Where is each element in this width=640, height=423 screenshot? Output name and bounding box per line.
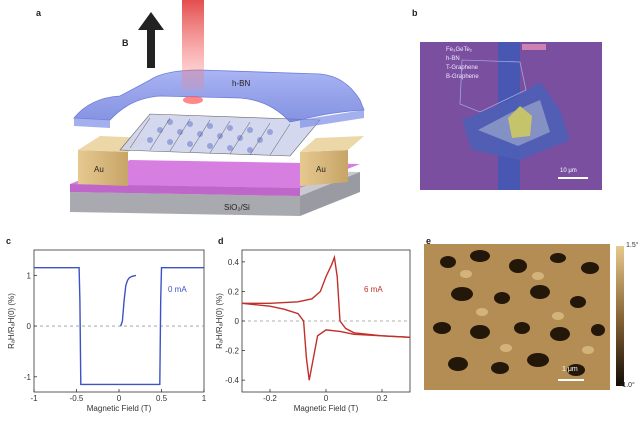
y-tick-label: 0.4 (228, 258, 240, 267)
y-axis-label: RₐH/RₐH(0) (%) (7, 293, 16, 349)
series-line-0 (34, 267, 204, 386)
legend-entry: Fe₃GeTe₂ (446, 47, 473, 53)
panel-label-b: b (412, 8, 418, 18)
y-tick-label: -0.4 (225, 376, 239, 385)
y-tick-label: 0 (27, 322, 32, 331)
series-line-0 (242, 254, 411, 338)
current-annotation: 0 mA (168, 285, 187, 294)
x-tick-label: -1 (30, 394, 38, 403)
panel-a: a (0, 0, 420, 228)
chart-c: -1 -0.5 0 0.5 1 -1 0 1 Magnetic Field (T) RₐH/RₐH… (7, 249, 207, 413)
series-line-1 (241, 302, 411, 381)
y-tick-label: 0 (235, 317, 240, 326)
x-axis-label: Magnetic Field (T) (294, 404, 359, 413)
plot-frame (33, 249, 205, 393)
x-tick-label: 0 (117, 394, 122, 403)
panel-label-c: c (6, 236, 12, 246)
y-axis-label: RₐH/RₐH(0) (%) (215, 293, 224, 349)
substrate-sio2 (70, 160, 360, 188)
panel-d: d -0.2 0 0.2 -0.4 -0.2 0 0.2 0.4 Magnetic Field … (212, 232, 417, 418)
electrode-right (300, 150, 348, 186)
panel-label-a: a (36, 8, 42, 18)
y-tick-label: 1 (27, 271, 32, 280)
x-axis-label: Magnetic Field (T) (87, 404, 152, 413)
panel-label-e: e (426, 236, 432, 246)
field-arrow-icon (138, 12, 164, 68)
panel-e: e 1 μm 1.5° -1.0° (418, 232, 640, 418)
hbn-cap (73, 69, 365, 123)
colorbar-max: 1.5° (626, 242, 639, 249)
current-annotation: 6 mA (364, 285, 383, 294)
laser-beam (182, 0, 204, 90)
lattice-flake (119, 113, 321, 157)
legend-entry: B-Graphene (446, 74, 479, 80)
device-schematic: B h-BN Au Au SiO₂/Si (70, 0, 365, 216)
field-label: B (122, 38, 129, 48)
colorbar (616, 246, 624, 386)
legend-entry: T-Graphene (446, 65, 479, 71)
x-tick-label: -0.2 (263, 394, 277, 403)
micrograph (420, 42, 602, 190)
x-tick-label: -0.5 (70, 394, 84, 403)
electrode-right-label: Au (316, 165, 326, 174)
panel-b: b Fe₃GeTe₂ h-BN T-Graphene B-Graphene 10… (400, 0, 640, 228)
x-tick-label: 0.2 (376, 394, 388, 403)
x-tick-label: 0.5 (156, 394, 168, 403)
legend-entry: h-BN (446, 56, 460, 62)
panel-label-d: d (218, 236, 224, 246)
x-tick-label: 1 (202, 394, 207, 403)
mfm-scalebar-label: 1 μm (562, 366, 578, 373)
y-tick-label: -0.2 (225, 347, 239, 356)
panel-c: c -1 -0.5 0 0.5 1 -1 0 1 Magnetic Field (T) RₐH/R… (0, 232, 215, 418)
micrograph-legend: Fe₃GeTe₂ h-BN T-Graphene B-Graphene (446, 46, 479, 82)
y-tick-label: 0.2 (228, 287, 240, 296)
electrode-left (78, 150, 128, 186)
y-tick-label: -1 (24, 373, 32, 382)
electrode-left-label: Au (94, 165, 104, 174)
chart-d: -0.2 0 0.2 -0.4 -0.2 0 0.2 0.4 Magnetic Field (T… (215, 249, 411, 413)
mfm-image (424, 244, 624, 390)
hbn-label: h-BN (232, 79, 250, 88)
x-tick-label: 0 (324, 394, 329, 403)
series-line-1 (120, 274, 137, 327)
micrograph-scalebar-label: 10 μm (560, 168, 577, 174)
colorbar-min: -1.0° (620, 382, 635, 389)
substrate-label: SiO₂/Si (224, 203, 250, 212)
